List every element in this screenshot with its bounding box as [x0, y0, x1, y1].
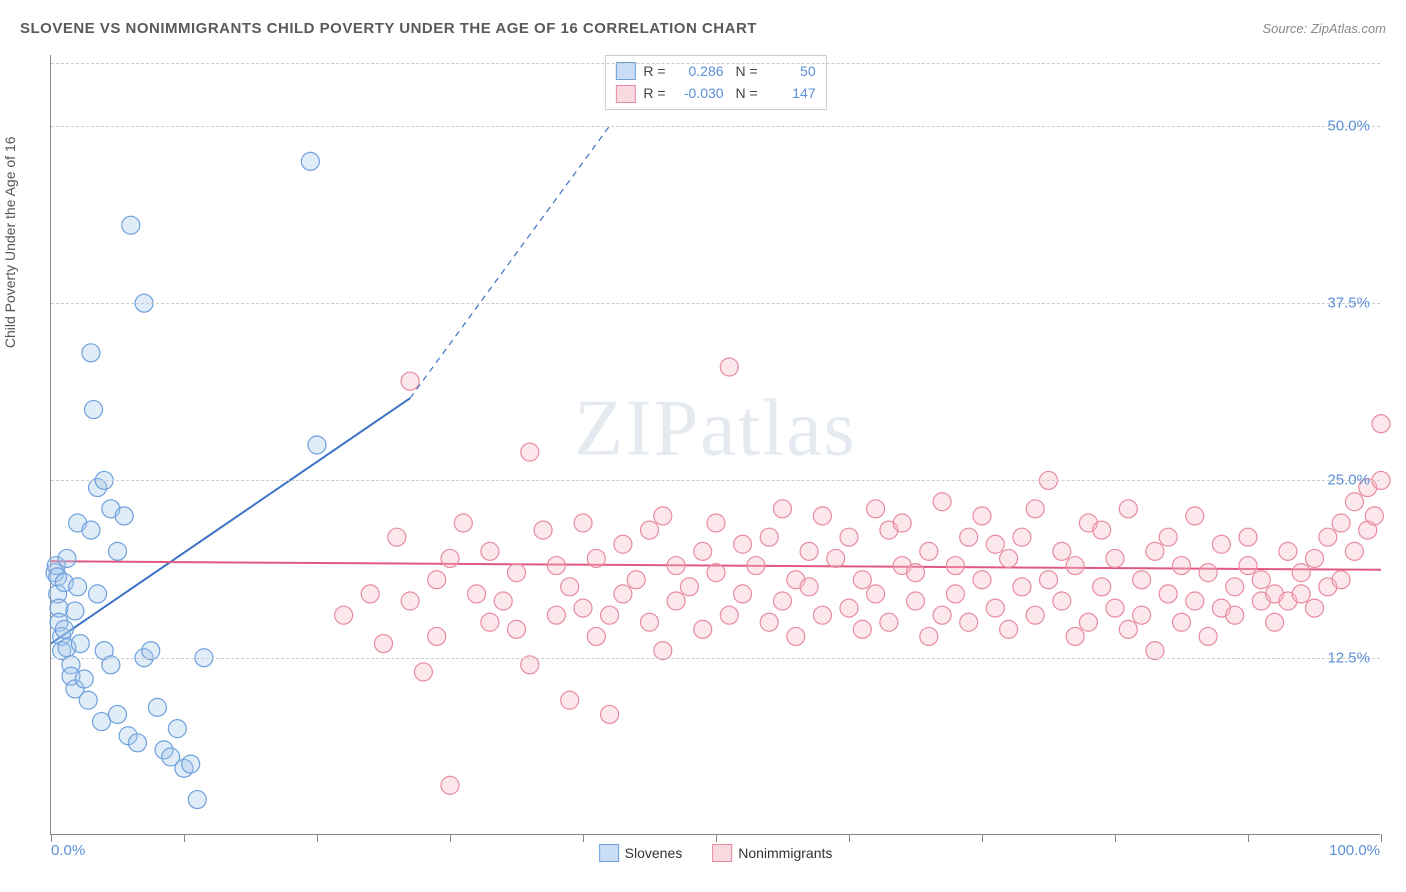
n-value-nonimmigrants: 147	[766, 82, 816, 104]
y-tick-label: 12.5%	[1327, 649, 1370, 666]
x-tick	[583, 834, 584, 842]
x-tick	[849, 834, 850, 842]
x-tick	[716, 834, 717, 842]
legend-item-nonimmigrants: Nonimmigrants	[712, 844, 832, 862]
gridline	[51, 480, 1380, 481]
gridline	[51, 658, 1380, 659]
x-tick-label: 100.0%	[1329, 842, 1380, 859]
x-tick	[1248, 834, 1249, 842]
swatch-pink	[615, 85, 635, 103]
legend-item-slovenes: Slovenes	[599, 844, 683, 862]
r-value-nonimmigrants: -0.030	[674, 82, 724, 104]
legend-label-nonimmigrants: Nonimmigrants	[738, 845, 832, 861]
y-tick-label: 37.5%	[1327, 295, 1370, 312]
x-tick	[1381, 834, 1382, 842]
chart-title: SLOVENE VS NONIMMIGRANTS CHILD POVERTY U…	[20, 20, 757, 37]
chart-area: ZIPatlas R = 0.286 N = 50 R = -0.030 N =…	[50, 55, 1380, 835]
x-tick	[317, 834, 318, 842]
x-tick	[450, 834, 451, 842]
source-label: Source: ZipAtlas.com	[1262, 21, 1386, 36]
y-tick-label: 50.0%	[1327, 117, 1370, 134]
x-tick	[184, 834, 185, 842]
x-tick	[982, 834, 983, 842]
y-tick-label: 25.0%	[1327, 472, 1370, 489]
swatch-pink	[712, 844, 732, 862]
title-bar: SLOVENE VS NONIMMIGRANTS CHILD POVERTY U…	[20, 20, 1386, 37]
swatch-blue	[615, 62, 635, 80]
r-label: R =	[643, 82, 665, 104]
scatter-plot	[51, 55, 1380, 834]
x-tick	[51, 834, 52, 842]
swatch-blue	[599, 844, 619, 862]
x-tick-label: 0.0%	[51, 842, 85, 859]
n-label: N =	[732, 82, 758, 104]
series-legend: Slovenes Nonimmigrants	[599, 844, 833, 862]
legend-label-slovenes: Slovenes	[625, 845, 683, 861]
x-tick	[1115, 834, 1116, 842]
gridline	[51, 303, 1380, 304]
legend-row-nonimmigrants: R = -0.030 N = 147	[615, 82, 815, 104]
gridline	[51, 126, 1380, 127]
y-axis-title: Child Poverty Under the Age of 16	[2, 136, 18, 348]
gridline	[51, 63, 1380, 64]
